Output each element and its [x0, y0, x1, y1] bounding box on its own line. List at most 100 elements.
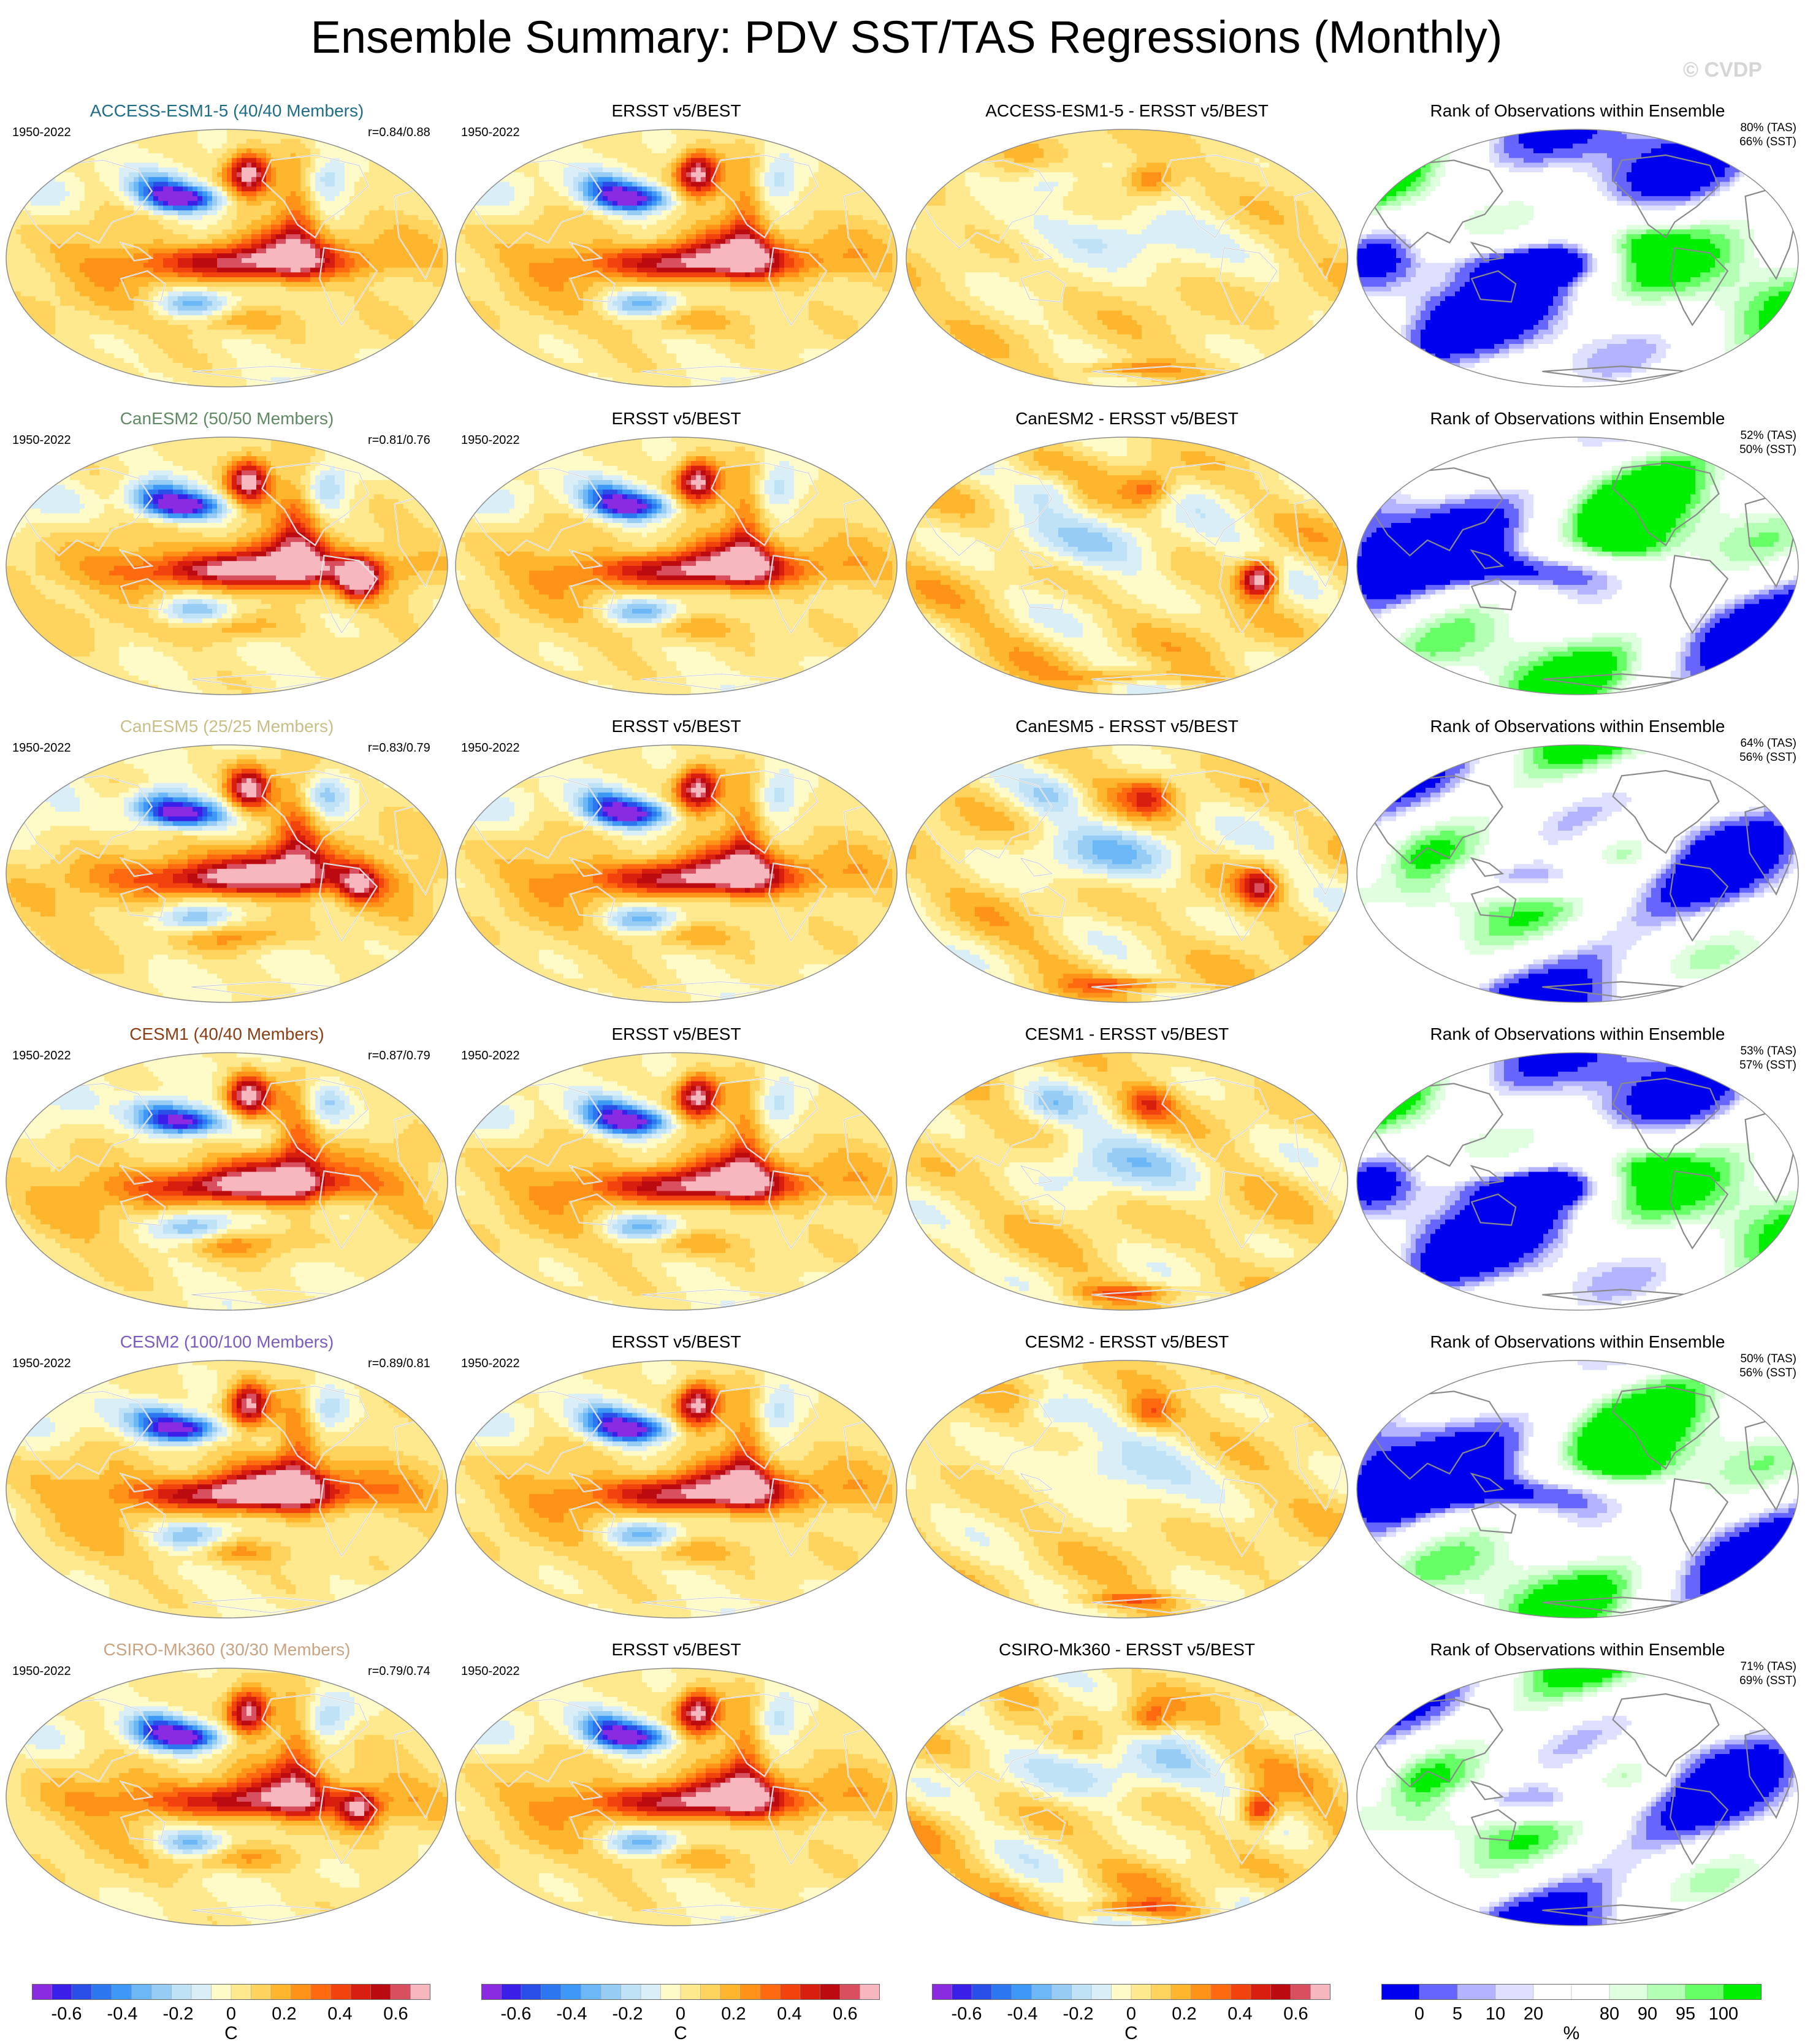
- colorbar-swatch: [1571, 1984, 1610, 2000]
- model-panel-title: CanESM2 (50/50 Members): [120, 409, 334, 429]
- colorbar-swatch: [972, 1984, 992, 2000]
- colorbar-swatch: [932, 1984, 952, 2000]
- colorbar-tick-label: -0.6: [952, 2004, 982, 2024]
- colorbar-swatch: [1495, 1984, 1534, 2000]
- colorbar-tick-label: 80: [1600, 2004, 1619, 2024]
- model-map-canesm2: [3, 434, 451, 698]
- colorbar-tick-label: 5: [1452, 2004, 1462, 2024]
- colorbar-swatch: [1112, 1984, 1132, 2000]
- rank-panel-title: Rank of Observations within Ensemble: [1430, 409, 1725, 429]
- colorbar-tick-label: 0.2: [1172, 2004, 1196, 2024]
- colorbar-unit-label: C: [674, 2023, 687, 2044]
- colorbar-swatch: [621, 1984, 641, 2000]
- colorbar-swatch: [371, 1984, 391, 2000]
- obs-map-access-esm1-5: [452, 126, 900, 390]
- colorbar-tick-label: -0.6: [52, 2004, 82, 2024]
- colorbar-swatch: [541, 1984, 562, 2000]
- colorbar-swatch: [601, 1984, 621, 2000]
- page-title: Ensemble Summary: PDV SST/TAS Regression…: [0, 11, 1813, 63]
- colorbar-swatch: [860, 1984, 880, 2000]
- colorbar-swatch: [231, 1984, 251, 2000]
- obs-panel-title: ERSST v5/BEST: [611, 1024, 741, 1044]
- colorbar-swatch: [1072, 1984, 1092, 2000]
- obs-map-canesm2: [452, 434, 900, 698]
- colorbar-swatch: [521, 1984, 541, 2000]
- colorbar-swatch: [502, 1984, 522, 2000]
- colorbar-swatch: [561, 1984, 581, 2000]
- colorbar-swatch: [1151, 1984, 1172, 2000]
- colorbar-swatch: [781, 1984, 801, 2000]
- colorbar-tick-label: -0.6: [501, 2004, 532, 2024]
- model-panel-title: ACCESS-ESM1-5 (40/40 Members): [90, 101, 364, 121]
- rank-panel-title: Rank of Observations within Ensemble: [1430, 717, 1725, 736]
- colorbar-swatch: [1419, 1984, 1458, 2000]
- rank-map-canesm2: [1354, 434, 1801, 698]
- colorbar-tick-label: 0.4: [327, 2004, 352, 2024]
- colorbar-swatch: [271, 1984, 291, 2000]
- diff-map-canesm5: [903, 742, 1351, 1005]
- model-map-access-esm1-5: [3, 126, 451, 390]
- colorbar-swatch: [720, 1984, 741, 2000]
- colorbar-swatch: [800, 1984, 820, 2000]
- colorbar-swatch: [1231, 1984, 1251, 2000]
- model-map-csiro-mk360: [3, 1665, 451, 1929]
- model-map-cesm2: [3, 1357, 451, 1621]
- colorbar-tick-label: 0.2: [721, 2004, 746, 2024]
- colorbar-swatch: [952, 1984, 972, 2000]
- colorbar-swatch: [52, 1984, 72, 2000]
- colorbar-unit-label: C: [1124, 2023, 1138, 2044]
- colorbar-swatch: [92, 1984, 112, 2000]
- colorbar-swatch: [1381, 1984, 1420, 2000]
- model-panel-title: CESM1 (40/40 Members): [129, 1024, 324, 1044]
- colorbar-tick-label: 0.4: [777, 2004, 801, 2024]
- colorbar-swatch: [820, 1984, 841, 2000]
- colorbar-swatch: [581, 1984, 601, 2000]
- obs-map-cesm1: [452, 1050, 900, 1313]
- colorbar-tick-label: 0.4: [1227, 2004, 1252, 2024]
- colorbar-tick-label: 0.2: [272, 2004, 296, 2024]
- obs-map-cesm2: [452, 1357, 900, 1621]
- colorbar-swatch: [391, 1984, 411, 2000]
- colorbar-tick-label: -0.4: [1007, 2004, 1038, 2024]
- rank-map-access-esm1-5: [1354, 126, 1801, 390]
- colorbar-swatch: [1533, 1984, 1572, 2000]
- cvdp-watermark: © CVDP: [1683, 58, 1762, 82]
- colorbar-swatch: [992, 1984, 1012, 2000]
- colorbar-swatch: [1271, 1984, 1291, 2000]
- colorbar-tick-label: 10: [1486, 2004, 1505, 2024]
- colorbar-swatch: [351, 1984, 371, 2000]
- colorbar-tick-label: 0: [1126, 2004, 1136, 2024]
- obs-map-canesm5: [452, 742, 900, 1005]
- colorbar-swatch: [1291, 1984, 1311, 2000]
- diff-panel-title: ACCESS-ESM1-5 - ERSST v5/BEST: [985, 101, 1269, 121]
- obs-panel-title: ERSST v5/BEST: [611, 101, 741, 121]
- colorbar-tick-label: -0.2: [613, 2004, 643, 2024]
- obs-panel-title: ERSST v5/BEST: [611, 717, 741, 736]
- colorbar-swatch: [1311, 1984, 1331, 2000]
- colorbar-tick-label: 100: [1709, 2004, 1738, 2024]
- rank-map-canesm5: [1354, 742, 1801, 1005]
- colorbar-swatch: [661, 1984, 681, 2000]
- colorbar-swatch: [32, 1984, 52, 2000]
- colorbar-swatch: [481, 1984, 502, 2000]
- colorbar-swatch: [251, 1984, 272, 2000]
- colorbar-tick-label: 0.6: [1283, 2004, 1308, 2024]
- colorbar-swatch: [311, 1984, 331, 2000]
- colorbar-swatch: [112, 1984, 132, 2000]
- colorbar-tick-label: 0.6: [383, 2004, 408, 2024]
- colorbar-swatch: [191, 1984, 212, 2000]
- colorbar-swatch: [1685, 1984, 1724, 2000]
- colorbar-swatch: [72, 1984, 92, 2000]
- obs-panel-title: ERSST v5/BEST: [611, 1332, 741, 1352]
- colorbar-swatch: [760, 1984, 781, 2000]
- colorbar-swatch: [1211, 1984, 1231, 2000]
- rank-panel-title: Rank of Observations within Ensemble: [1430, 1024, 1725, 1044]
- diff-panel-title: CESM2 - ERSST v5/BEST: [1025, 1332, 1229, 1352]
- colorbar-swatch: [291, 1984, 311, 2000]
- obs-panel-title: ERSST v5/BEST: [611, 409, 741, 429]
- rank-map-csiro-mk360: [1354, 1665, 1801, 1929]
- diff-map-csiro-mk360: [903, 1665, 1351, 1929]
- diff-map-cesm1: [903, 1050, 1351, 1313]
- colorbar-swatch: [741, 1984, 761, 2000]
- colorbar-tick-label: 0: [226, 2004, 236, 2024]
